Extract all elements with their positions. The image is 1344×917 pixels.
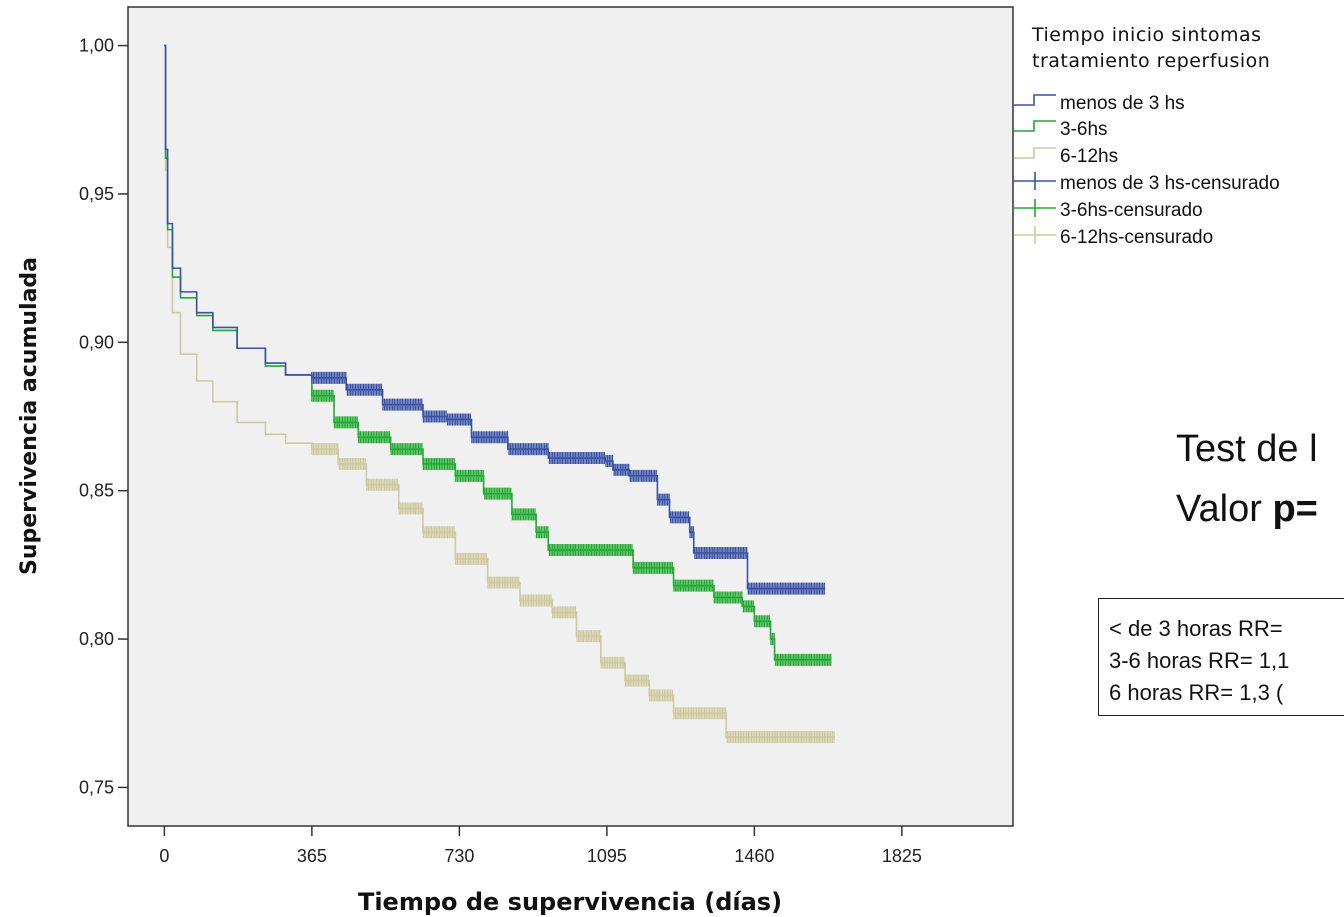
series-1 [164, 44, 826, 595]
legend: Tiempo inicio sintomas tratamiento reper… [1014, 24, 1280, 248]
censor-ticks [311, 371, 825, 595]
censor-marks [311, 371, 825, 595]
legend-item-censored: 3-6hs-censurado [1014, 199, 1203, 221]
y-tick-label: 0,90 [79, 332, 114, 352]
legend-item-line: 3-6hs [1014, 119, 1108, 140]
rr-line-1: < de 3 horas RR= [1109, 616, 1283, 641]
legend-label: 6-12hs [1060, 146, 1118, 167]
y-tick-label: 0,85 [79, 481, 114, 501]
censor-ticks [311, 443, 835, 743]
x-tick-label: 0 [159, 846, 169, 866]
test-label-line-1: Test de l [1176, 428, 1318, 470]
rr-line-2: 3-6 horas RR= 1,1 [1109, 648, 1290, 673]
y-axis-title: Supervivencia acumulada [17, 257, 42, 575]
x-tick-label: 1825 [882, 846, 922, 866]
legend-item-censored: menos de 3 hs-censurado [1014, 172, 1280, 194]
legend-item-line: 6-12hs [1014, 146, 1118, 167]
legend-label: menos de 3 hs [1060, 93, 1185, 114]
legend-label: 3-6hs-censurado [1060, 200, 1203, 221]
legend-item-censored: 6-12hs-censurado [1014, 226, 1213, 248]
legend-label: 3-6hs [1060, 119, 1108, 140]
y-axis: 1,00 0,95 0,90 0,85 0,80 0,75 [79, 36, 128, 797]
legend-item-line: menos de 3 hs [1014, 93, 1185, 114]
x-tick-label: 1095 [587, 846, 627, 866]
legend-label: menos de 3 hs-censurado [1060, 173, 1280, 194]
test-label-bold: p= [1272, 488, 1318, 530]
series-layer [164, 44, 836, 743]
rr-box: < de 3 horas RR= 3-6 horas RR= 1,1 6 hor… [1098, 598, 1344, 716]
x-tick-label: 1460 [734, 846, 774, 866]
censor-marks [311, 443, 835, 743]
x-axis-title: Tiempo de supervivencia (días) [358, 888, 782, 916]
rr-line-3: 6 horas RR= 1,3 ( [1109, 680, 1284, 705]
test-label-prefix: Valor [1176, 488, 1273, 530]
test-label-line-2: Valor p= [1176, 488, 1318, 531]
x-tick-label: 730 [444, 846, 474, 866]
y-tick-label: 0,80 [79, 629, 114, 649]
legend-title-line-2: tratamiento reperfusion [1032, 50, 1270, 72]
legend-swatch [1014, 94, 1056, 106]
y-tick-label: 0,75 [79, 777, 114, 797]
censor-marks [311, 389, 832, 666]
y-tick-label: 1,00 [79, 36, 114, 56]
x-tick-label: 365 [297, 846, 327, 866]
legend-swatch [1014, 120, 1056, 132]
legend-swatch [1014, 147, 1056, 159]
legend-label: 6-12hs-censurado [1060, 227, 1213, 248]
plot-area [127, 6, 1014, 827]
y-tick-label: 0,95 [79, 184, 114, 204]
x-axis: 0 365 730 1095 1460 1825 [159, 826, 922, 866]
series-3 [164, 44, 836, 743]
legend-title-line-1: Tiempo inicio sintomas [1031, 24, 1262, 46]
censor-ticks [311, 389, 832, 666]
